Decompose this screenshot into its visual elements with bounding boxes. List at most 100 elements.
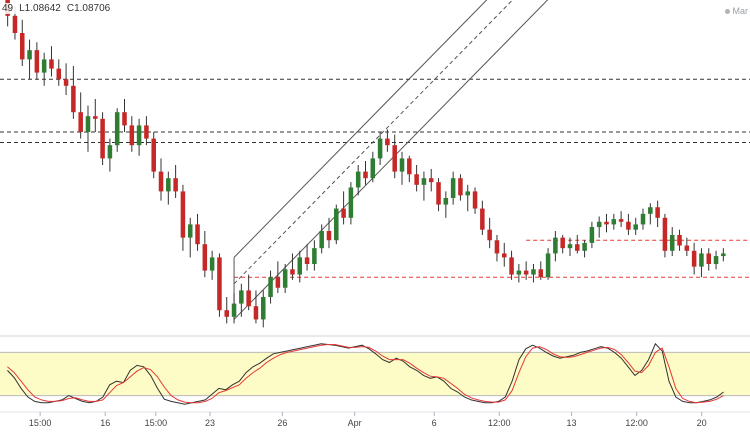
candle-bull: [312, 248, 317, 264]
candle-bear: [217, 257, 222, 311]
candle-bull: [114, 112, 120, 146]
candle-bull: [699, 253, 704, 267]
candle-bear: [655, 207, 660, 218]
x-tick-label: 15:00: [145, 418, 168, 428]
candle-bear: [604, 221, 609, 225]
candle-bear: [523, 270, 529, 275]
candle-bear: [480, 208, 485, 230]
candle-bear: [436, 182, 441, 205]
candle-bull: [231, 303, 237, 317]
candle-bear: [472, 191, 478, 209]
candle-bear: [78, 112, 83, 132]
candle-bull: [567, 244, 573, 249]
candle-bull: [611, 219, 617, 225]
ohlc-fragment: 49: [2, 3, 14, 14]
candle-bull: [355, 171, 361, 188]
candle-bear: [158, 171, 164, 192]
candle-bear: [575, 244, 580, 251]
candle-bull: [582, 242, 587, 251]
candle-bull: [713, 256, 719, 264]
stochastic-d-line: [7, 344, 724, 404]
x-tick-label: Apr: [348, 418, 362, 428]
candle-bull: [648, 207, 653, 214]
candle-bear: [144, 125, 149, 139]
candle-bull: [107, 145, 113, 159]
candle-bull: [187, 224, 193, 238]
candle-bull: [443, 198, 449, 205]
candle-bull: [268, 277, 273, 297]
candle-bull: [531, 269, 536, 275]
candle-bull: [596, 221, 602, 228]
candle-bear: [706, 253, 712, 264]
candle-bear: [684, 245, 690, 251]
candle-bear: [195, 224, 200, 245]
candle-bull: [348, 187, 354, 218]
candle-bull: [553, 237, 558, 254]
candle-bear: [494, 240, 500, 254]
candle-bull: [465, 191, 471, 196]
candle-bear: [12, 15, 18, 33]
x-tick-label: 26: [277, 418, 287, 428]
candle-bull: [334, 208, 339, 241]
candle-bear: [129, 125, 135, 146]
candle-bull: [399, 158, 405, 172]
candle-bear: [487, 229, 492, 241]
candle-bull: [377, 138, 383, 159]
candle-bear: [626, 221, 631, 230]
candle-bull: [516, 270, 522, 275]
x-tick-label: 15:00: [29, 418, 52, 428]
candle-bull: [239, 290, 244, 304]
candle-bear: [304, 257, 310, 264]
candle-bull: [450, 178, 456, 198]
market-status: Mar: [724, 6, 749, 16]
candle-bear: [180, 191, 186, 238]
candle-bear: [428, 178, 434, 183]
candle-bear: [407, 158, 412, 175]
candle-bull: [421, 178, 427, 185]
candle-bull: [41, 59, 47, 73]
candle-bear: [19, 33, 25, 60]
candle-bull: [319, 231, 324, 249]
candle-bear: [501, 253, 507, 258]
candle-bull: [633, 224, 638, 230]
candle-bull: [209, 257, 215, 271]
candle-bear: [71, 85, 76, 113]
candle-bear: [392, 145, 397, 172]
ohlc-readout: 49 L1.08642 C1.08706: [0, 3, 119, 14]
candle-bear: [290, 269, 295, 275]
candle-bear: [224, 310, 230, 317]
candle-bull: [282, 269, 288, 288]
candle-bull: [669, 234, 675, 251]
x-tick-label: 20: [697, 418, 707, 428]
candle-bull: [370, 158, 376, 179]
candle-bear: [246, 290, 251, 307]
candle-bear: [275, 277, 281, 288]
x-tick-label: 16: [100, 418, 110, 428]
candle-bear: [414, 174, 419, 185]
candle-bull: [166, 178, 171, 192]
candle-bear: [662, 217, 668, 251]
x-tick-label: 12:00: [625, 418, 648, 428]
candle-bear: [34, 50, 40, 73]
candle-bull: [27, 50, 32, 60]
candle-bull: [721, 253, 726, 257]
candle-bear: [49, 59, 54, 69]
candle-bull: [136, 125, 142, 146]
market-status-dot-icon: [724, 9, 730, 15]
candle-bull: [297, 257, 303, 275]
x-tick-label: 6: [432, 418, 437, 428]
candle-bear: [691, 250, 697, 267]
ohlc-low: L1.08642: [19, 3, 61, 14]
x-tick-label: 13: [567, 418, 577, 428]
candle-bull: [589, 227, 595, 243]
market-status-label: Mar: [732, 6, 749, 16]
candle-bull: [545, 253, 551, 278]
candle-bull: [640, 213, 646, 225]
candle-bear: [93, 116, 98, 119]
candle-bull: [260, 297, 266, 320]
candle-bear: [341, 208, 346, 218]
candle-bear: [122, 112, 127, 126]
candle-bear: [173, 178, 178, 192]
